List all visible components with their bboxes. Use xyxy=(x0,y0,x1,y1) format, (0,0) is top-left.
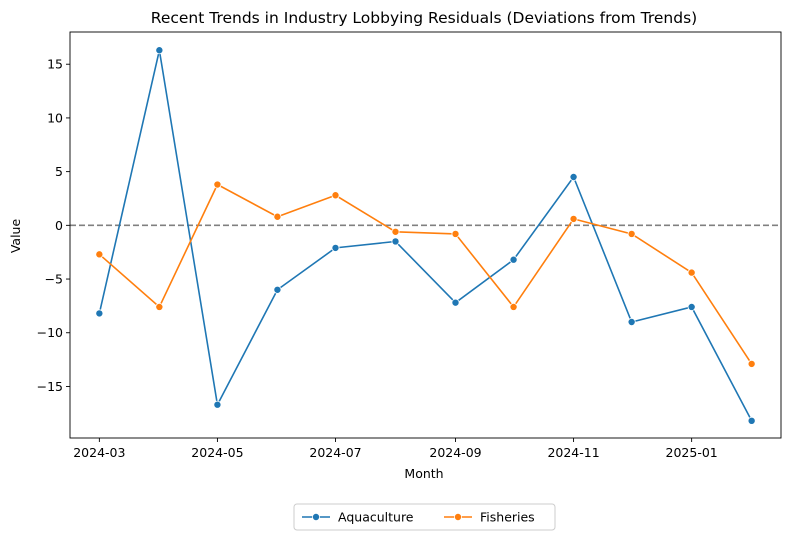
legend-marker-aquaculture xyxy=(311,513,320,522)
data-point-aquaculture xyxy=(451,298,460,307)
data-point-aquaculture xyxy=(747,416,756,425)
data-point-fisheries xyxy=(627,229,636,238)
series-line-aquaculture xyxy=(98,50,753,422)
data-point-fisheries xyxy=(451,229,460,238)
y-tick-label: 15 xyxy=(47,57,63,72)
data-point-aquaculture xyxy=(687,302,696,311)
data-point-fisheries xyxy=(687,268,696,277)
data-point-fisheries xyxy=(747,359,756,368)
x-tick-label: 2024-11 xyxy=(547,445,599,460)
x-tick-label: 2024-05 xyxy=(191,445,243,460)
data-point-aquaculture xyxy=(95,309,104,318)
x-tick-label: 2024-09 xyxy=(429,445,481,460)
data-point-aquaculture xyxy=(331,243,340,252)
series-line-fisheries xyxy=(98,183,753,365)
x-tick-label: 2025-01 xyxy=(666,445,718,460)
data-point-fisheries xyxy=(509,302,518,311)
x-tick-label: 2024-03 xyxy=(73,445,125,460)
data-point-aquaculture xyxy=(213,400,222,409)
data-point-aquaculture xyxy=(391,237,400,246)
plot-frame xyxy=(69,31,782,439)
data-point-aquaculture xyxy=(273,285,282,294)
data-point-fisheries xyxy=(391,227,400,236)
y-tick-label: −5 xyxy=(45,272,63,287)
legend-box xyxy=(293,503,556,531)
y-tick-label: 5 xyxy=(55,164,63,179)
legend-label-aquaculture: Aquaculture xyxy=(338,510,414,525)
data-point-aquaculture xyxy=(155,46,164,55)
y-tick-label: −15 xyxy=(37,379,63,394)
data-point-fisheries xyxy=(155,302,164,311)
data-point-aquaculture xyxy=(569,172,578,181)
y-tick-label: 10 xyxy=(47,110,63,125)
plot-area: 2024-03 2024-05 2024-07 2024-09 2024-11 2025-… xyxy=(37,31,782,460)
data-point-fisheries xyxy=(273,212,282,221)
data-point-fisheries xyxy=(331,191,340,200)
data-point-fisheries xyxy=(213,180,222,189)
x-tick-label: 2024-07 xyxy=(309,445,361,460)
y-tick-label: −10 xyxy=(37,325,63,340)
legend-label-fisheries: Fisheries xyxy=(480,510,535,525)
y-axis-label: Value xyxy=(8,219,23,254)
data-point-fisheries xyxy=(95,250,104,259)
legend: Aquaculture Fisheries xyxy=(293,503,556,531)
chart-title: Recent Trends in Industry Lobbying Resid… xyxy=(151,9,697,27)
data-point-aquaculture xyxy=(627,317,636,326)
y-tick-label: 0 xyxy=(55,218,63,233)
x-axis-label: Month xyxy=(404,466,443,481)
data-point-fisheries xyxy=(569,214,578,223)
data-point-aquaculture xyxy=(509,255,518,264)
legend-marker-fisheries xyxy=(453,513,462,522)
